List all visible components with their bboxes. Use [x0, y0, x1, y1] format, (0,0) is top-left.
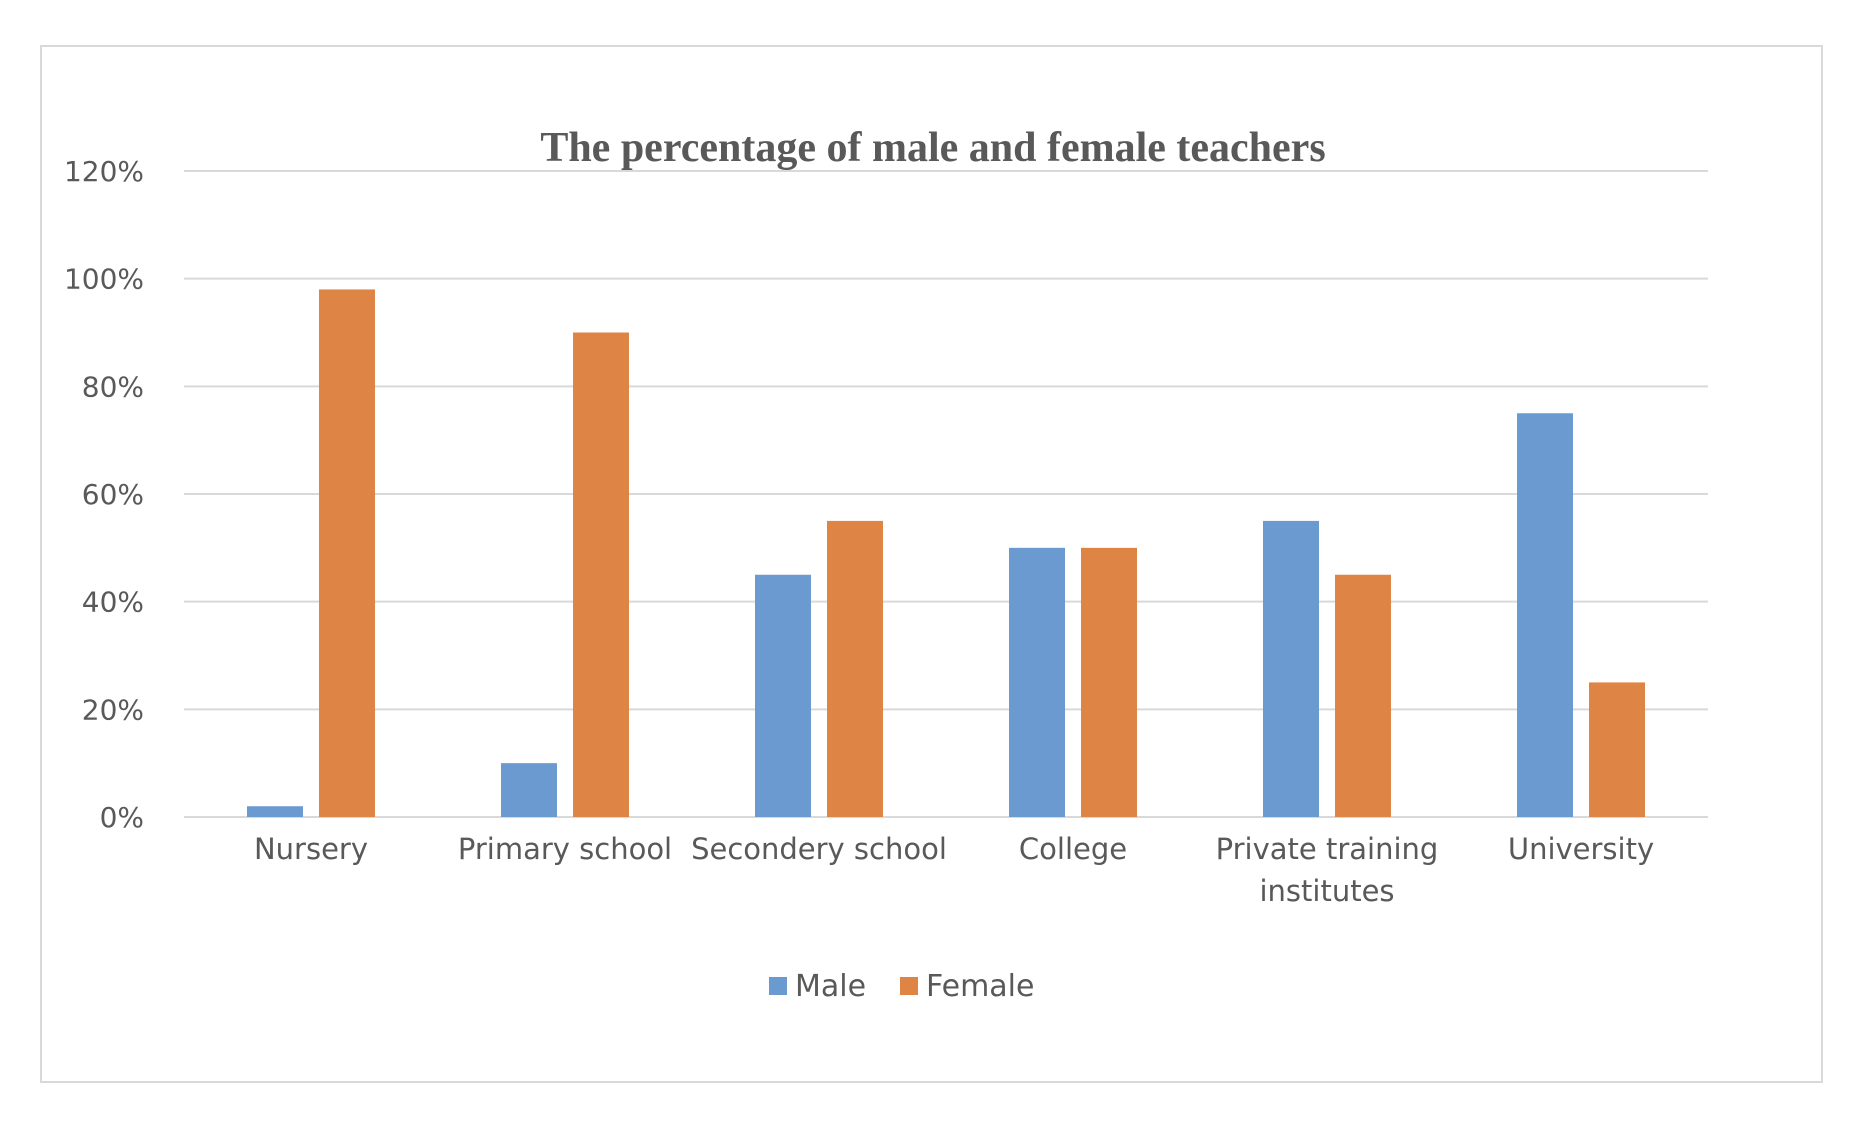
bar-female-4: [1335, 574, 1391, 817]
legend-swatch-female: [900, 977, 918, 995]
legend-label-male: Male: [795, 969, 866, 1004]
bar-female-1: [573, 332, 629, 817]
y-tick-label: 100%: [64, 263, 144, 296]
legend-label-female: Female: [926, 969, 1034, 1004]
bar-female-3: [1081, 547, 1137, 817]
y-tick-label: 20%: [82, 693, 144, 726]
x-category-label: Primary school: [458, 832, 672, 866]
x-category-label: Nursery: [254, 832, 368, 866]
bar-male-0: [247, 806, 303, 817]
x-category-label: Secondery school: [691, 832, 947, 866]
x-category-label-line: University: [1508, 832, 1654, 866]
bar-male-1: [501, 763, 557, 817]
y-tick-label: 60%: [82, 478, 144, 511]
x-category-label-line: Secondery school: [691, 832, 947, 866]
y-tick-label: 0%: [100, 801, 144, 834]
x-category-label-line: College: [1019, 832, 1127, 866]
bar-female-5: [1589, 682, 1645, 817]
bars: [247, 289, 1645, 817]
legend: Male Female: [769, 969, 1034, 1004]
bar-male-4: [1263, 520, 1319, 817]
y-tick-label: 80%: [82, 370, 144, 403]
x-category-label-line: institutes: [1259, 874, 1394, 908]
gridlines: [184, 170, 1708, 818]
bar-male-2: [755, 574, 811, 817]
x-category-label: Private training institutes: [1216, 832, 1439, 908]
y-axis-tick-labels: 0% 20% 40% 60% 80% 100% 120%: [64, 155, 144, 834]
x-category-label: College: [1019, 832, 1127, 866]
x-category-label-line: Private training: [1216, 832, 1439, 866]
x-axis-category-labels: Nursery Primary school Secondery school Col…: [254, 832, 1654, 908]
x-category-label-line: Nursery: [254, 832, 368, 866]
y-tick-label: 40%: [82, 586, 144, 619]
y-tick-label: 120%: [64, 155, 144, 188]
bar-female-2: [827, 520, 883, 817]
x-category-label: University: [1508, 832, 1654, 866]
chart-title: The percentage of male and female teache…: [540, 125, 1325, 171]
legend-swatch-male: [769, 977, 787, 995]
chart-frame: The percentage of male and female teache…: [40, 45, 1823, 1083]
x-category-label-line: Primary school: [458, 832, 672, 866]
bar-male-5: [1517, 413, 1573, 817]
bar-female-0: [319, 289, 375, 817]
bar-male-3: [1009, 547, 1065, 817]
bar-chart: The percentage of male and female teache…: [64, 125, 1708, 1004]
